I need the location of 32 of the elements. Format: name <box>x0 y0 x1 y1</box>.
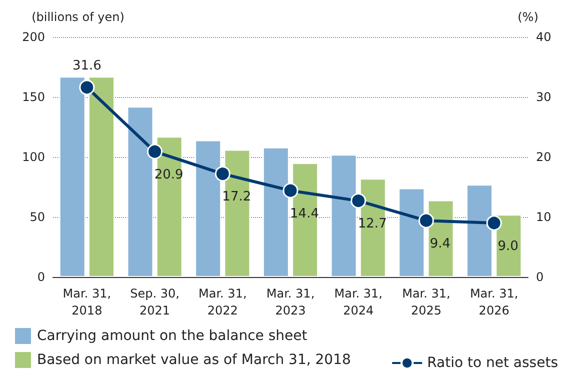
point <box>147 144 163 160</box>
x-tick-label: Mar. 31, 2023 <box>266 286 315 318</box>
x-tick-label: Mar. 31, 2024 <box>334 286 382 318</box>
data-label: 31.6 <box>72 58 102 74</box>
legend-label: Based on market value as of March 31, 2018 <box>37 352 351 368</box>
x-tick-label: Sep. 30, 2021 <box>130 286 180 318</box>
y-tick-label: 0 <box>37 270 45 284</box>
y-tick-label: 100 <box>22 150 45 164</box>
point <box>214 166 230 182</box>
y2-tick-label: 20 <box>536 150 552 164</box>
y2-tick-label: 10 <box>536 210 552 224</box>
point <box>350 193 366 209</box>
legend-label: Ratio to net assets <box>427 355 558 371</box>
y2-tick-label: 40 <box>536 30 552 44</box>
y2-axis-title: (%) <box>518 10 538 24</box>
x-tick-label: Mar. 31, 2026 <box>470 286 518 318</box>
x-tick-label: Mar. 31, 2022 <box>198 286 247 318</box>
y-tick-label: 50 <box>30 210 45 224</box>
data-label: 9.4 <box>430 236 451 252</box>
point <box>418 212 434 228</box>
point <box>282 182 298 198</box>
x-tick-label: Mar. 31, 2025 <box>402 286 450 318</box>
y-tick-label: 150 <box>22 90 45 104</box>
data-label: 9.0 <box>498 238 518 254</box>
legend-label: Carrying amount on the balance sheet <box>37 328 308 344</box>
y-axis-title: (billions of yen) <box>32 10 124 24</box>
y2-tick-label: 0 <box>536 270 544 284</box>
point <box>79 80 95 96</box>
point <box>486 215 502 231</box>
x-tick-label: Mar. 31, 2018 <box>62 286 112 318</box>
y2-tick-label: 30 <box>536 90 552 104</box>
y-tick-label: 200 <box>22 30 45 44</box>
